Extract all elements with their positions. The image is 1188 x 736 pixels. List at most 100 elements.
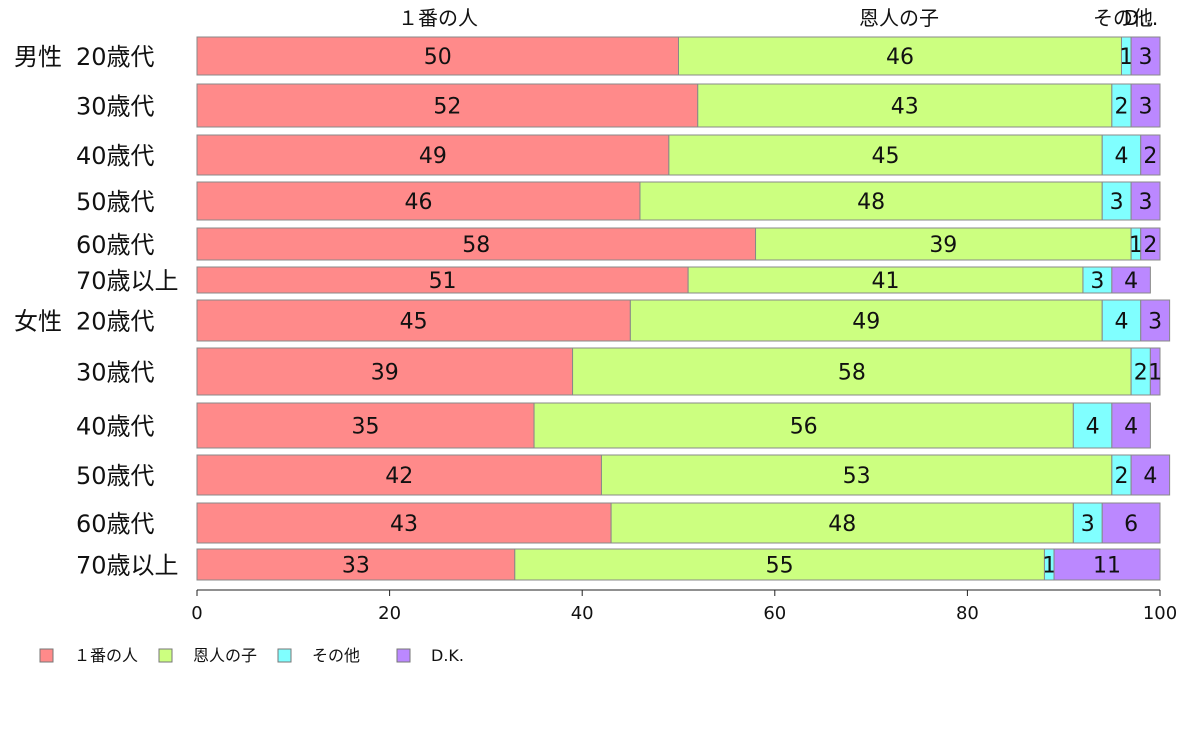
bar-segment	[196, 227, 757, 261]
bar-segment	[687, 266, 1084, 294]
bar-value-label: 1	[1042, 554, 1056, 579]
bar-value-label: 11	[1093, 554, 1121, 579]
x-tick-label: 0	[191, 603, 202, 624]
bar-segment	[1072, 402, 1113, 449]
bar-value-label: 4	[1124, 415, 1138, 440]
bar-segment	[1140, 299, 1171, 342]
category-label: 40歳代	[76, 142, 155, 170]
bar-segment	[514, 548, 1045, 581]
bar-segment	[1130, 181, 1161, 221]
bar-value-label: 41	[872, 269, 900, 294]
bar-value-label: 1	[1148, 361, 1162, 386]
bar-segment	[1101, 502, 1161, 544]
bar-value-label: 4	[1114, 310, 1128, 335]
x-tick-label: 20	[378, 603, 401, 624]
legend-label: １番の人	[74, 646, 138, 665]
category-label: 20歳代	[76, 43, 155, 71]
category-labels: 20歳代男性30歳代40歳代50歳代60歳代70歳以上20歳代女性30歳代40歳…	[14, 43, 179, 580]
series-top-label: その他	[1093, 6, 1153, 30]
category-label: 40歳代	[76, 413, 155, 441]
bar-value-label: 45	[400, 310, 428, 335]
category-label: 50歳代	[76, 462, 155, 490]
bar-segment	[600, 454, 1113, 496]
bar-value-label: 45	[872, 144, 900, 169]
category-label: 70歳以上	[76, 552, 179, 580]
bar-value-label: 1	[1129, 233, 1143, 258]
bar-value-label: 3	[1139, 45, 1153, 70]
bar-value-label: 49	[852, 310, 880, 335]
x-tick-label: 40	[571, 603, 594, 624]
bar-value-label: 3	[1139, 190, 1153, 215]
bar-value-label: 39	[371, 361, 399, 386]
legend-label: 恩人の子	[193, 646, 257, 665]
bar-value-label: 2	[1114, 464, 1128, 489]
bar-value-label: 4	[1143, 464, 1157, 489]
bar-value-label: 58	[838, 361, 866, 386]
legend-label: D.K.	[431, 646, 464, 665]
bar-value-label: 33	[342, 554, 370, 579]
legend-swatch	[277, 648, 292, 663]
bar-value-label: 43	[390, 512, 418, 537]
bar-value-label: 35	[352, 415, 380, 440]
bar-value-label: 2	[1134, 361, 1148, 386]
bar-segment	[1130, 36, 1161, 76]
bar-segment	[533, 402, 1074, 449]
legend-swatch	[158, 648, 173, 663]
bar-value-label: 51	[429, 269, 457, 294]
bar-segment	[697, 83, 1113, 128]
bars: 50 46 1 352 43 2 349 45 4 246 48 3 358 39 1 251 41 3 445 49…	[196, 36, 1171, 581]
bar-value-label: 3	[1081, 512, 1095, 537]
x-tick-label: 60	[763, 603, 786, 624]
bar-value-label: 46	[404, 190, 432, 215]
bar-value-label: 4	[1124, 269, 1138, 294]
bar-value-label: 46	[886, 45, 914, 70]
series-top-label: D...	[1124, 6, 1158, 30]
legend-label: その他	[312, 646, 360, 665]
category-label: 60歳代	[76, 510, 155, 538]
bar-segment	[610, 502, 1074, 544]
bar-segment	[668, 134, 1103, 176]
bar-value-label: 42	[385, 464, 413, 489]
group-label: 女性	[14, 308, 62, 336]
bar-segment	[196, 266, 689, 294]
series-top-label: １番の人	[398, 6, 478, 30]
category-label: 70歳以上	[76, 267, 179, 295]
bar-segment	[1101, 299, 1142, 342]
bar-segment	[755, 227, 1132, 261]
bar-value-label: 56	[790, 415, 818, 440]
bar-segment	[1111, 402, 1151, 449]
bar-segment	[678, 36, 1122, 76]
bar-value-label: 6	[1124, 512, 1138, 537]
series-top-labels: １番の人 恩人の子 その他D...	[398, 6, 1158, 30]
bar-segment	[1082, 266, 1113, 294]
bar-value-label: 1	[1119, 45, 1133, 70]
bar-segment	[1140, 227, 1161, 261]
bar-value-label: 58	[462, 233, 490, 258]
category-label: 50歳代	[76, 188, 155, 216]
bar-segment	[1053, 548, 1161, 581]
bar-segment	[196, 502, 612, 544]
bar-segment	[639, 181, 1103, 221]
x-axis: 0 20 40 60 80 100	[191, 589, 1177, 624]
bar-value-label: 48	[857, 190, 885, 215]
bar-value-label: 52	[433, 95, 461, 120]
bar-value-label: 3	[1139, 95, 1153, 120]
bar-segment	[1149, 347, 1161, 396]
bar-segment	[1130, 454, 1171, 496]
bar-value-label: 50	[424, 45, 452, 70]
bar-value-label: 4	[1114, 144, 1128, 169]
bar-value-label: 53	[843, 464, 871, 489]
bar-segment	[1101, 181, 1132, 221]
bar-value-label: 49	[419, 144, 447, 169]
bar-value-label: 43	[891, 95, 919, 120]
bar-value-label: 3	[1090, 269, 1104, 294]
bar-value-label: 2	[1114, 95, 1128, 120]
category-label: 30歳代	[76, 93, 155, 121]
category-label: 60歳代	[76, 231, 155, 259]
group-label: 男性	[14, 43, 62, 71]
legend-swatch	[39, 648, 54, 663]
bar-segment	[1072, 502, 1103, 544]
bar-segment	[629, 299, 1103, 342]
category-label: 30歳代	[76, 359, 155, 387]
